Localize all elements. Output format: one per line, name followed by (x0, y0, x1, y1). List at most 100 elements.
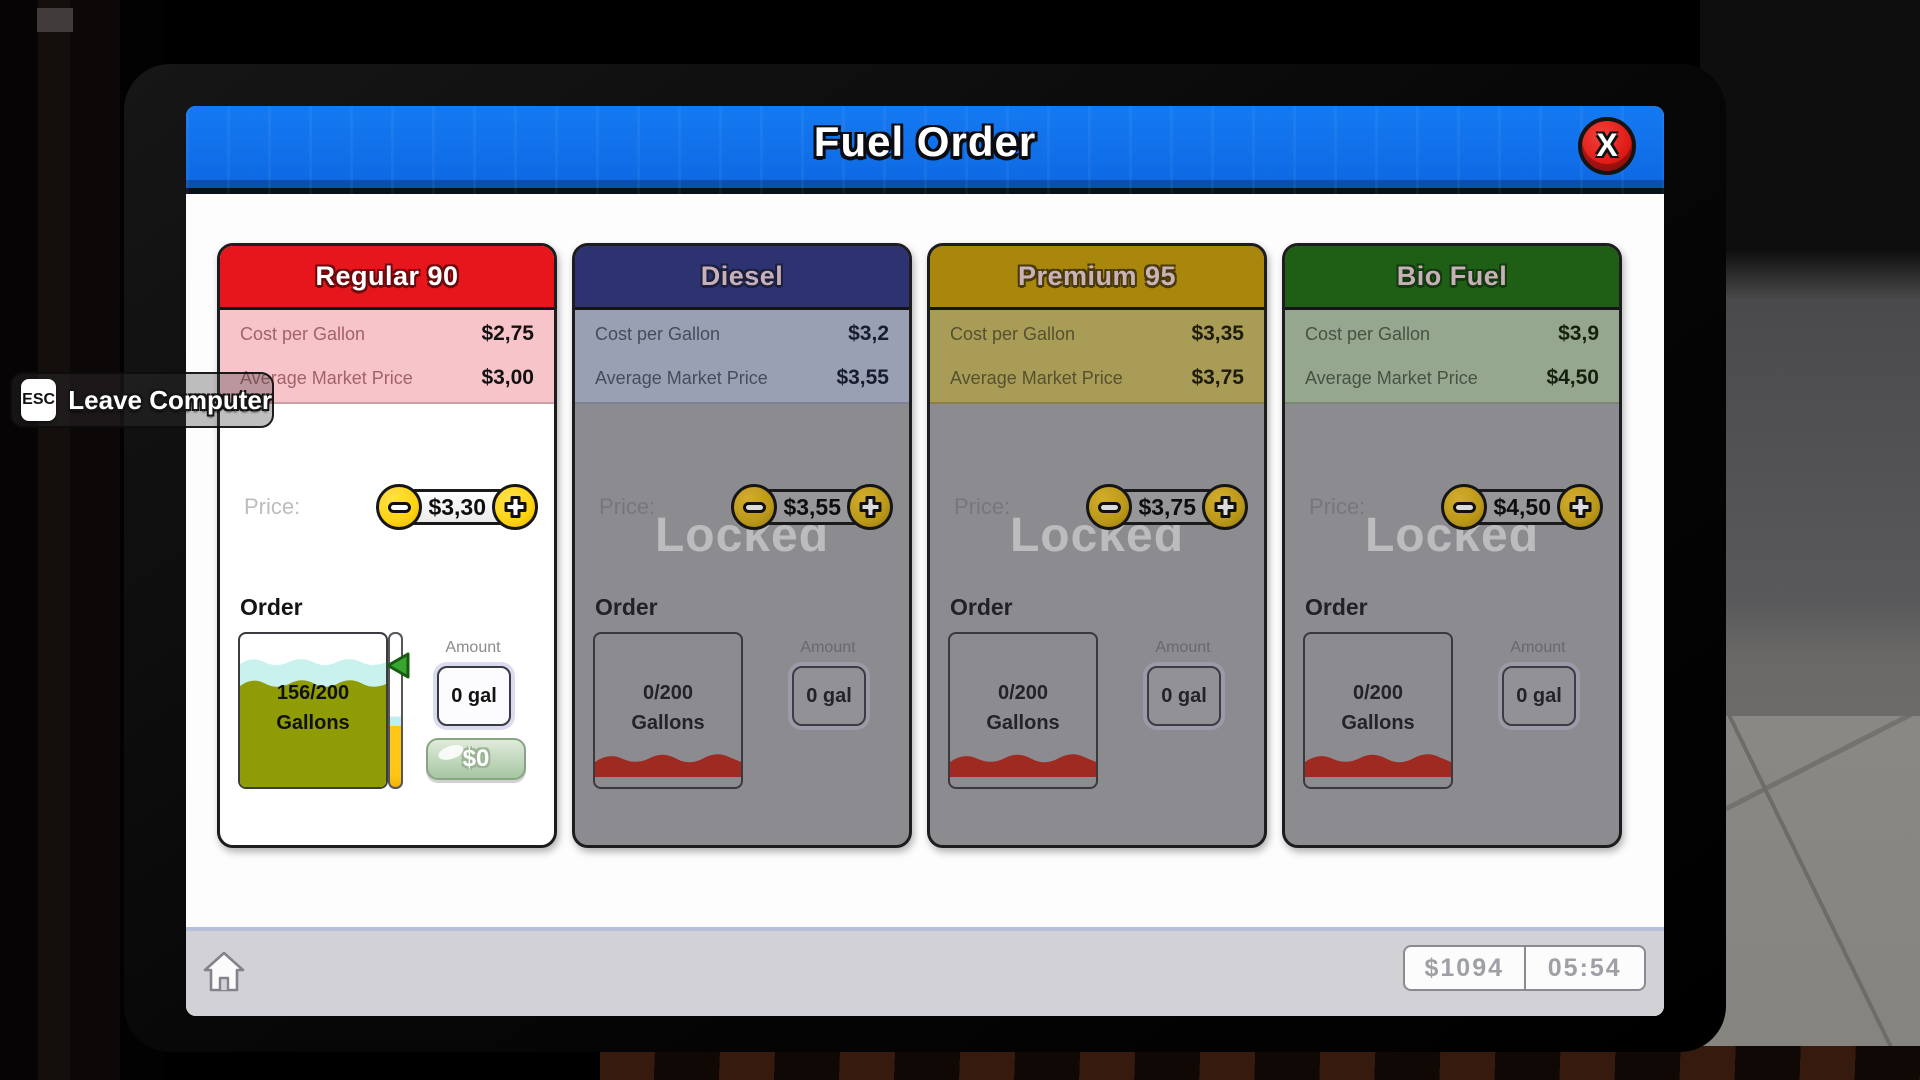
price-row: Price: $4,50 (1285, 483, 1619, 531)
price-position-gauge (386, 632, 414, 789)
home-button[interactable] (198, 947, 250, 999)
market-price-label: Average Market Price (595, 367, 768, 388)
price-increase-button[interactable] (492, 484, 538, 530)
fuel-name: Bio Fuel (1396, 261, 1508, 291)
order-cost-button[interactable]: $0 (426, 738, 526, 780)
amount-input[interactable]: 0 gal (1147, 666, 1221, 726)
market-price-row: Average Market Price $3,55 (575, 356, 909, 400)
price-label: Price: (1309, 494, 1366, 519)
price-decrease-button[interactable] (1441, 484, 1488, 530)
card-title-bar: Bio Fuel (1285, 246, 1619, 310)
card-body: Price: $4,50 Locked Order (1285, 404, 1619, 845)
amount-input[interactable]: 0 gal (792, 666, 866, 726)
market-price-value: $4,50 (1546, 366, 1599, 389)
fuel-name: Regular 90 (315, 261, 459, 291)
price-increase-button[interactable] (1557, 484, 1603, 530)
fuel-name: Diesel (700, 261, 784, 291)
tank-level-text: 0/200 Gallons (950, 678, 1096, 738)
card-stats: Cost per Gallon $2,75 Average Market Pri… (220, 310, 554, 404)
minus-icon (1452, 501, 1476, 513)
amount-input[interactable]: 0 gal (437, 666, 511, 726)
amount-label: Amount (800, 639, 856, 656)
fuel-tank-gauge: 156/200 Gallons (238, 632, 388, 789)
price-increase-button[interactable] (1202, 484, 1248, 530)
hud-status-box: $1094 05:54 (1403, 945, 1646, 991)
order-section-label: Order (595, 594, 658, 620)
scene-tile-floor (1700, 716, 1920, 1046)
tank-unit: Gallons (1341, 712, 1415, 734)
scene-wall-detail (37, 8, 73, 32)
market-price-value: $3,55 (836, 366, 889, 389)
price-value: $3,30 (407, 489, 507, 525)
bottom-bar: $1094 05:54 (186, 927, 1664, 1016)
price-value: $3,55 (762, 489, 862, 525)
cost-value: $3,2 (848, 322, 889, 345)
home-icon (203, 951, 245, 991)
order-section-label: Order (1305, 594, 1368, 620)
leave-computer-tooltip: ESC Leave Computer (10, 372, 274, 428)
amount-input[interactable]: 0 gal (1502, 666, 1576, 726)
price-increase-button[interactable] (847, 484, 893, 530)
market-price-value: $3,00 (481, 366, 534, 389)
cost-label: Cost per Gallon (595, 323, 721, 344)
minus-icon (742, 501, 766, 513)
cost-value: $2,75 (481, 322, 534, 345)
fuel-tank-gauge: 0/200 Gallons (593, 632, 743, 789)
clock-display: 05:54 (1547, 953, 1622, 982)
tank-capacity: 0/200 (997, 682, 1049, 704)
cost-label: Cost per Gallon (1305, 323, 1431, 344)
tank-unit: Gallons (631, 712, 705, 734)
price-label: Price: (244, 494, 301, 519)
cash-display: $1094 (1405, 947, 1526, 989)
card-title-bar: Regular 90 (220, 246, 554, 310)
fuel-tank-gauge: 0/200 Gallons (948, 632, 1098, 789)
cost-label: Cost per Gallon (950, 323, 1076, 344)
close-button[interactable]: X (1578, 117, 1636, 175)
order-section-label: Order (950, 594, 1013, 620)
tank-fill-waves (240, 659, 386, 787)
tank-level-text: 0/200 Gallons (1305, 678, 1451, 738)
price-decrease-button[interactable] (376, 484, 423, 530)
plus-icon (859, 495, 881, 518)
price-row: Price: $3,75 (930, 483, 1264, 531)
card-body: Price: $3,30 Order (220, 404, 554, 845)
tank-level-text: 156/200 Gallons (240, 678, 386, 738)
market-price-label: Average Market Price (1305, 367, 1478, 388)
card-stats: Cost per Gallon $3,2 Average Market Pric… (575, 310, 909, 404)
price-label: Price: (599, 494, 656, 519)
cards-row: Regular 90 Cost per Gallon $2,75 Average… (217, 243, 1622, 848)
minus-icon (1097, 501, 1121, 513)
tank-empty-waves (1305, 754, 1451, 777)
price-decrease-button[interactable] (1086, 484, 1133, 530)
price-stepper: $3,75 (1086, 483, 1248, 531)
card-body: Price: $3,55 Locked Order (575, 404, 909, 845)
fuel-name: Premium 95 (1017, 261, 1177, 291)
minus-icon (387, 501, 411, 513)
card-stats: Cost per Gallon $3,35 Average Market Pri… (930, 310, 1264, 404)
button-shine (436, 742, 466, 763)
price-decrease-button[interactable] (731, 484, 778, 530)
market-price-value: $3,75 (1191, 366, 1244, 389)
cost-value: $3,35 (1191, 322, 1244, 345)
price-row: Price: $3,55 (575, 483, 909, 531)
market-price-label: Average Market Price (950, 367, 1123, 388)
market-price-row: Average Market Price $3,00 (220, 356, 554, 400)
cost-row: Cost per Gallon $2,75 (220, 312, 554, 356)
esc-key-icon: ESC (21, 379, 57, 421)
fuel-card: Premium 95 Cost per Gallon $3,35 Average… (927, 243, 1267, 848)
card-title-bar: Premium 95 (930, 246, 1264, 310)
order-section-label: Order (240, 594, 303, 620)
fuel-card: Bio Fuel Cost per Gallon $3,9 Average Ma… (1282, 243, 1622, 848)
card-title-bar: Diesel (575, 246, 909, 310)
tank-capacity: 0/200 (642, 682, 694, 704)
plus-icon (1214, 495, 1236, 518)
plus-icon (504, 495, 526, 518)
gauge-marker-icon (386, 652, 410, 679)
fuel-card: Diesel Cost per Gallon $3,2 Average Mark… (572, 243, 912, 848)
price-stepper: $3,30 (376, 483, 538, 531)
cost-label: Cost per Gallon (240, 323, 366, 344)
plus-icon (1569, 495, 1591, 518)
price-stepper: $3,55 (731, 483, 893, 531)
tank-capacity: 0/200 (1352, 682, 1404, 704)
price-label: Price: (954, 494, 1011, 519)
